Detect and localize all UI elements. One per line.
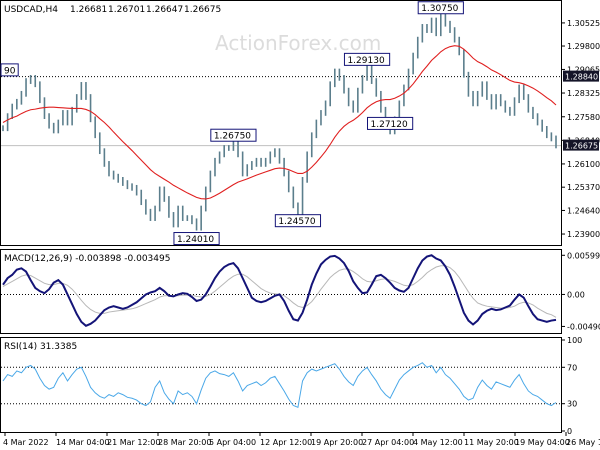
price-y-tick-label: 1.27580 xyxy=(567,113,600,122)
price-y-tick-label: 1.30525 xyxy=(567,19,600,28)
price-annotation: 90 xyxy=(0,63,19,77)
rsi-y-tick-label: 70 xyxy=(567,363,577,372)
annotation-text: 1.26750 xyxy=(214,132,251,142)
price-y-tick-label: 1.29065 xyxy=(567,65,600,74)
x-tick-label: 19 May 04:00 xyxy=(515,438,570,447)
macd-y-tick-label: 0.00 xyxy=(567,290,585,299)
x-tick-label: 12 Apr 12:00 xyxy=(260,438,312,447)
annotation-box xyxy=(367,116,414,130)
macd-line xyxy=(2,254,557,327)
price-panel-frame xyxy=(0,0,562,246)
price-header: USDCAD,H4 1.26681 1.26701 1.26647 1.2667… xyxy=(4,5,221,15)
price-y-tick-label: 1.26100 xyxy=(567,160,600,169)
price-highlight-box xyxy=(563,70,599,82)
x-tick-label: 4 May 12:00 xyxy=(413,438,463,447)
price-y-tick-label: 1.23900 xyxy=(567,230,600,239)
ohlc-low: 1.26647 xyxy=(146,5,183,15)
moving-average-line xyxy=(2,45,557,200)
price-y-tick-label: 1.24640 xyxy=(567,206,600,215)
price-highlight-box xyxy=(563,139,599,151)
ohlc-close: 1.26675 xyxy=(184,5,221,15)
price-annotation: 1.30750 xyxy=(417,1,464,15)
x-tick-label: 5 Apr 04:00 xyxy=(209,438,256,447)
price-y-tick-label: 1.29800 xyxy=(567,42,600,51)
macd-label: MACD(12,26,9) -0.003898 -0.003495 xyxy=(4,254,170,264)
rsi-y-tick-label: 30 xyxy=(567,400,577,409)
annotation-box xyxy=(173,232,220,246)
ohlc-open: 1.26681 xyxy=(70,5,107,15)
annotation-text: 1.29130 xyxy=(347,56,384,66)
price-highlight-label: 1.28840 xyxy=(565,73,598,82)
x-tick-label: 26 May 12:00 xyxy=(566,438,600,447)
x-tick-label: 11 May 20:00 xyxy=(464,438,519,447)
macd-layer xyxy=(1,254,561,327)
annotation-text: 1.24570 xyxy=(278,217,315,227)
annotation-text: 1.27120 xyxy=(371,120,408,130)
x-tick-label: 19 Apr 20:00 xyxy=(311,438,363,447)
watermark: ActionForex.com xyxy=(215,31,381,55)
price-annotation: 1.24570 xyxy=(274,214,322,228)
axis-layer: 1.305251.298001.290651.283251.275801.268… xyxy=(3,19,600,447)
price-annotation: 1.24010 xyxy=(173,232,220,246)
x-tick-label: 21 Mar 12:00 xyxy=(107,438,160,447)
rsi-line xyxy=(2,362,557,409)
price-annotation: 1.27120 xyxy=(367,116,414,130)
price-layer: 90 1.26750 1.24010 1.24570 1.29130 1.27120 1.3… xyxy=(0,1,561,246)
annotation-text: 1.24010 xyxy=(177,235,214,245)
annotation-box xyxy=(417,1,464,15)
macd-y-tick-label: -0.004901 xyxy=(567,322,600,331)
x-tick-label: 28 Mar 20:00 xyxy=(158,438,211,447)
price-annotation: 1.29130 xyxy=(343,52,391,66)
price-annotation: 1.26750 xyxy=(210,128,257,142)
rsi-label: RSI(14) 31.3385 xyxy=(4,342,77,352)
price-y-tick-label: 1.25370 xyxy=(567,183,600,192)
x-tick-label: 4 Mar 2022 xyxy=(3,438,49,447)
macd-y-tick-label: 0.005996 xyxy=(567,251,600,260)
annotation-box xyxy=(343,52,391,66)
rsi-y-tick-label: 100 xyxy=(567,336,582,345)
x-tick-label: 27 Apr 04:00 xyxy=(362,438,414,447)
x-tick-label: 14 Mar 04:00 xyxy=(56,438,109,447)
rsi-y-tick-label: 0 xyxy=(567,427,572,436)
annotation-text: 1.30750 xyxy=(421,4,458,14)
annotation-box xyxy=(274,214,322,228)
ohlc-high: 1.26701 xyxy=(108,5,145,15)
price-highlight-label: 1.26675 xyxy=(565,142,598,151)
rsi-layer xyxy=(1,362,561,409)
annotation-box xyxy=(0,63,19,77)
price-y-tick-label: 1.28325 xyxy=(567,89,600,98)
annotation-text: 90 xyxy=(4,66,16,76)
rsi-panel-frame xyxy=(0,337,562,433)
symbol-label: USDCAD,H4 xyxy=(4,5,58,15)
annotation-box xyxy=(210,128,257,142)
